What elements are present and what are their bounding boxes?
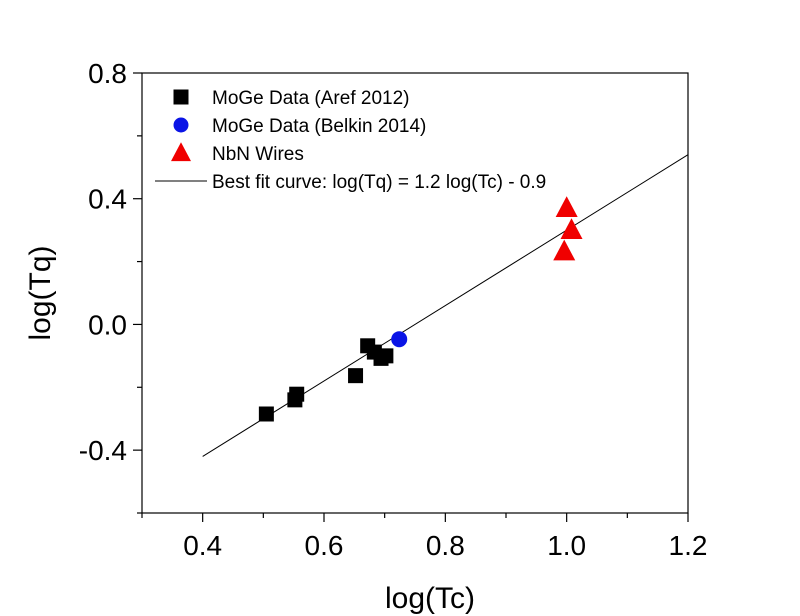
circle-data-point	[391, 331, 408, 348]
square-data-point	[258, 406, 274, 422]
y-tick-label: 0.8	[88, 58, 127, 89]
x-tick-label: 0.4	[183, 530, 222, 561]
x-tick-label: 0.8	[426, 530, 465, 561]
x-axis-title: log(Tc)	[385, 582, 475, 615]
x-tick-label: 1.2	[669, 530, 708, 561]
x-tick-label: 1.0	[547, 530, 586, 561]
y-tick-label: 0.4	[88, 184, 127, 215]
square-data-point	[378, 348, 394, 364]
legend-square-marker	[173, 89, 189, 105]
plot-frame	[141, 72, 689, 514]
x-tick-label: 0.6	[305, 530, 344, 561]
best-fit-line	[202, 154, 689, 457]
legend-label: NbN Wires	[212, 144, 304, 165]
legend: MoGe Data (Aref 2012) MoGe Data (Belkin 2…	[155, 88, 546, 193]
legend-triangle-marker	[171, 142, 191, 162]
y-axis-title: log(Tq)	[24, 245, 57, 340]
square-data-point	[289, 386, 305, 402]
fit-line-layer	[202, 154, 689, 457]
data-points-layer	[258, 196, 583, 422]
legend-label: Best fit curve: log(Tq) = 1.2 log(Tc) - …	[212, 172, 546, 193]
triangle-data-point	[555, 196, 578, 218]
triangle-data-point	[560, 218, 583, 240]
legend-label: MoGe Data (Belkin 2014)	[212, 116, 426, 137]
y-tick-label: 0.0	[88, 309, 127, 340]
square-data-point	[348, 368, 364, 384]
triangle-data-point	[553, 239, 576, 261]
legend-circle-marker	[173, 117, 189, 133]
axis-ticks: 0.4 0.6 0.8 1.0 1.2 -0.4 0.0 0.4 0.8	[79, 58, 708, 561]
legend-label: MoGe Data (Aref 2012)	[212, 88, 409, 109]
y-tick-label: -0.4	[79, 435, 127, 466]
